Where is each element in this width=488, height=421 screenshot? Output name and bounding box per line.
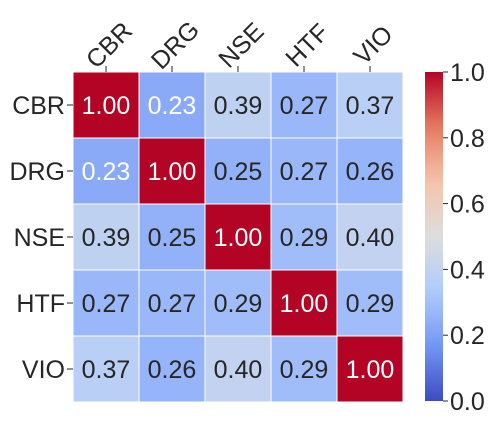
cell-value-label: 0.37 [346, 92, 395, 120]
x-tick-label: CBR [81, 17, 138, 74]
heatmap-cell-vio-cbr [72, 335, 140, 403]
heatmap-cell-htf-drg [138, 269, 206, 337]
colorbar-tick-label: 0.6 [450, 191, 485, 219]
cell-value-label: 0.25 [214, 158, 263, 186]
cell-value-label: 0.39 [82, 224, 131, 252]
y-axis-ticks: CBR DRG NSE HTF VIO [9, 92, 73, 384]
x-tick-label: NSE [213, 17, 269, 73]
cell-value-label: 0.27 [280, 158, 329, 186]
x-axis-ticks: CBR DRG NSE HTF VIO [81, 16, 399, 75]
heatmap-cell-vio-vio [336, 335, 404, 403]
colorbar-tick-label: 0.2 [450, 322, 485, 350]
cell-value-label: 1.00 [214, 224, 263, 252]
cell-value-label: 0.29 [214, 290, 263, 318]
colorbar-tick-label: 0.8 [450, 125, 485, 153]
cell-value-label: 0.39 [214, 92, 263, 120]
y-tick-label: DRG [9, 158, 65, 186]
cell-value-label: 1.00 [280, 290, 329, 318]
heatmap-cell-cbr-htf [270, 71, 338, 139]
heatmap-cell-labels: 1.00 0.23 0.39 0.27 0.37 0.23 1.00 0.25 0.27 0.26… [82, 92, 395, 384]
y-tick-label: VIO [22, 356, 65, 384]
cell-value-label: 0.25 [148, 224, 197, 252]
cell-value-label: 0.27 [82, 290, 131, 318]
cell-value-label: 0.27 [148, 290, 197, 318]
heatmap-cell-drg-nse [204, 137, 272, 205]
cell-value-label: 1.00 [82, 92, 131, 120]
cell-value-label: 0.26 [346, 158, 395, 186]
heatmap-cell-nse-htf [270, 203, 338, 271]
cell-value-label: 0.27 [280, 92, 329, 120]
cell-value-label: 0.29 [280, 224, 329, 252]
y-tick-label: CBR [12, 92, 65, 120]
heatmap-cells [72, 71, 404, 403]
x-tick-label: VIO [348, 20, 398, 70]
heatmap-cell-cbr-cbr [72, 71, 140, 139]
heatmap-cell-htf-nse [204, 269, 272, 337]
heatmap-cell-nse-drg [138, 203, 206, 271]
cell-value-label: 0.23 [82, 158, 131, 186]
cell-value-label: 0.40 [346, 224, 395, 252]
y-tick-label: NSE [14, 224, 65, 252]
colorbar-tick-label: 0.4 [450, 256, 485, 284]
heatmap-cell-htf-htf [270, 269, 338, 337]
colorbar-gradient [425, 72, 443, 401]
cell-value-label: 0.37 [82, 356, 131, 384]
x-tick-label: DRG [146, 16, 205, 75]
cell-value-label: 0.29 [346, 290, 395, 318]
heatmap-cell-vio-drg [138, 335, 206, 403]
cell-value-label: 0.26 [148, 356, 197, 384]
y-tick-label: HTF [16, 290, 65, 318]
heatmap-cell-drg-vio [336, 137, 404, 205]
heatmap-cell-vio-nse [204, 335, 272, 403]
x-tick-label: HTF [280, 18, 334, 72]
colorbar: 0.0 0.2 0.4 0.6 0.8 1.0 [425, 59, 485, 416]
colorbar-tick-label: 0.0 [450, 388, 485, 416]
heatmap-cell-htf-vio [336, 269, 404, 337]
heatmap-cell-nse-vio [336, 203, 404, 271]
cell-value-label: 1.00 [148, 158, 197, 186]
cell-value-label: 0.23 [148, 92, 197, 120]
cell-value-label: 0.40 [214, 356, 263, 384]
colorbar-tick-label: 1.0 [450, 59, 485, 87]
heatmap-cell-cbr-drg [138, 71, 206, 139]
cell-value-label: 1.00 [346, 356, 395, 384]
cell-value-label: 0.29 [280, 356, 329, 384]
